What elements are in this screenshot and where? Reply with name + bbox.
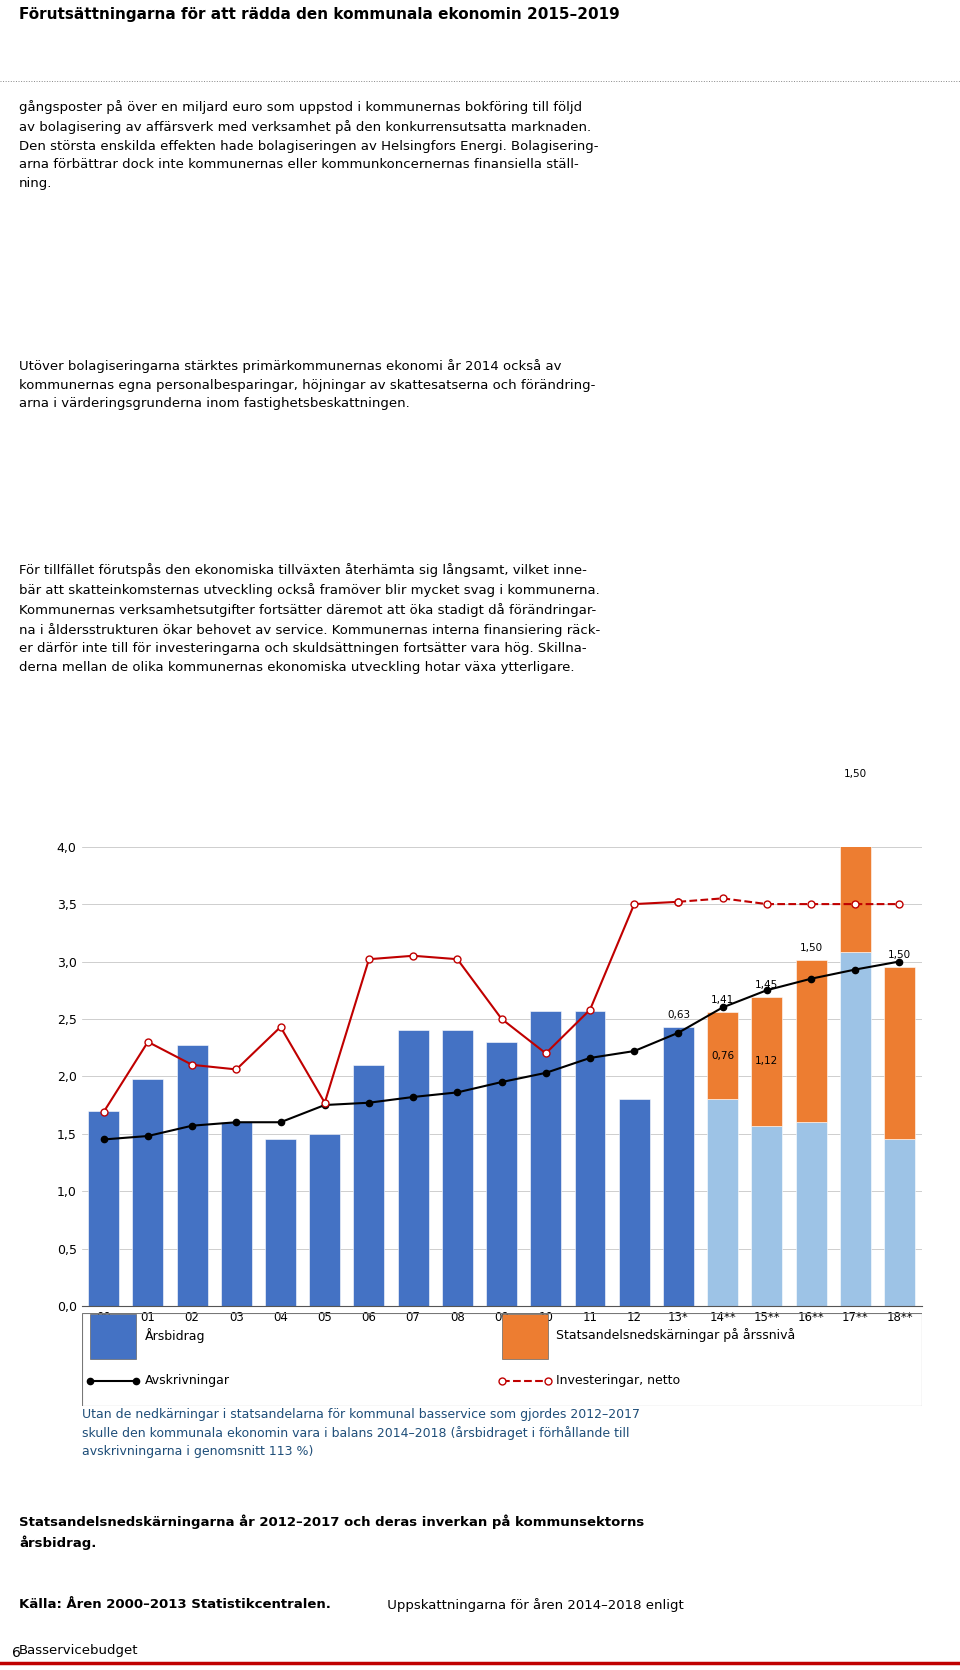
Text: Utan de nedkärningar i statsandelarna för kommunal basservice som gjordes 2012–2: Utan de nedkärningar i statsandelarna fö… xyxy=(82,1408,639,1458)
Bar xyxy=(796,1122,827,1306)
Bar xyxy=(884,967,915,1139)
Bar xyxy=(132,1079,163,1306)
Text: 1,50: 1,50 xyxy=(888,950,911,960)
Bar xyxy=(177,1045,207,1306)
Text: 0,63: 0,63 xyxy=(667,1010,690,1020)
Bar xyxy=(708,1012,738,1099)
Text: 1,41: 1,41 xyxy=(711,995,734,1005)
FancyBboxPatch shape xyxy=(501,1314,548,1359)
Bar xyxy=(486,1042,517,1306)
Text: gångsposter på över en miljard euro som uppstod i kommunernas bokföring till föl: gångsposter på över en miljard euro som … xyxy=(19,100,599,190)
Bar xyxy=(796,960,827,1122)
Text: Förutsättningarna för att rädda den kommunala ekonomin 2015–2019: Förutsättningarna för att rädda den komm… xyxy=(19,7,620,22)
Text: 1,50: 1,50 xyxy=(844,768,867,778)
FancyBboxPatch shape xyxy=(90,1314,136,1359)
Bar xyxy=(574,1010,606,1306)
Bar xyxy=(663,1027,694,1306)
Bar xyxy=(397,1030,429,1306)
Bar xyxy=(530,1010,562,1306)
Text: Utöver bolagiseringarna stärktes primärkommunernas ekonomi år 2014 också av
komm: Utöver bolagiseringarna stärktes primärk… xyxy=(19,359,595,411)
Text: 0,76: 0,76 xyxy=(711,1050,734,1060)
Bar xyxy=(840,787,871,952)
Bar xyxy=(353,1065,384,1306)
Bar xyxy=(442,1030,473,1306)
Bar xyxy=(708,1099,738,1306)
Text: Årsbidrag: Årsbidrag xyxy=(145,1328,205,1343)
Text: För tillfället förutspås den ekonomiska tillväxten återhämta sig långsamt, vilke: För tillfället förutspås den ekonomiska … xyxy=(19,563,600,673)
Bar xyxy=(265,1139,296,1306)
Bar xyxy=(88,1111,119,1306)
Bar xyxy=(221,1122,252,1306)
Bar xyxy=(619,1099,650,1306)
Text: Investeringar, netto: Investeringar, netto xyxy=(556,1374,681,1388)
Text: 1,45: 1,45 xyxy=(756,980,779,990)
Text: Avskrivningar: Avskrivningar xyxy=(145,1374,229,1388)
Text: 1,12: 1,12 xyxy=(756,1057,779,1067)
Text: Statsandelsnedskärningar på årssnivå: Statsandelsnedskärningar på årssnivå xyxy=(556,1328,796,1343)
Bar xyxy=(840,952,871,1306)
Bar xyxy=(884,1139,915,1306)
Text: Statsandelsnedskärningarna år 2012–2017 och deras inverkan på kommunsektorns
års: Statsandelsnedskärningarna år 2012–2017 … xyxy=(19,1515,644,1550)
Text: Källa: Åren 2000–2013 Statistikcentralen.: Källa: Åren 2000–2013 Statistikcentralen… xyxy=(19,1598,331,1612)
Text: Uppskattningarna för åren 2014–2018 enligt: Uppskattningarna för åren 2014–2018 enli… xyxy=(383,1598,684,1612)
Text: 1,50: 1,50 xyxy=(800,944,823,954)
Bar xyxy=(752,997,782,1126)
Bar xyxy=(309,1134,340,1306)
Bar xyxy=(752,1126,782,1306)
Text: Basservicebudget: Basservicebudget xyxy=(19,1643,138,1657)
Text: 6: 6 xyxy=(12,1647,20,1660)
